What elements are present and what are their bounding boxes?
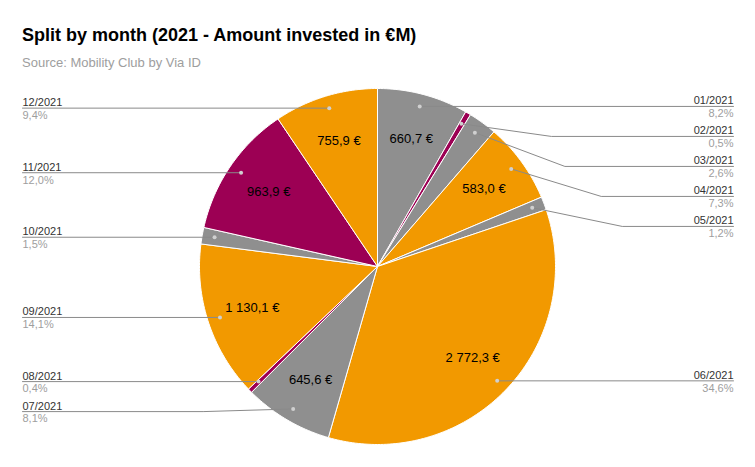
- svg-text:8,1%: 8,1%: [23, 412, 48, 424]
- svg-text:963,9 €: 963,9 €: [247, 184, 291, 199]
- svg-text:02/2021: 02/2021: [694, 124, 734, 136]
- svg-text:04/2021: 04/2021: [694, 184, 734, 196]
- html-text:Split by month (2021 - Amount: Split by month (2021 - Amount invested i…: [22, 25, 417, 45]
- svg-text:14,1%: 14,1%: [23, 318, 54, 330]
- svg-text:8,2%: 8,2%: [708, 107, 733, 119]
- svg-text:0,5%: 0,5%: [708, 137, 733, 149]
- svg-text:583,0 €: 583,0 €: [462, 181, 506, 196]
- svg-text:0,4%: 0,4%: [23, 382, 48, 394]
- svg-text:1,2%: 1,2%: [708, 227, 733, 239]
- svg-text:05/2021: 05/2021: [694, 214, 734, 226]
- html-text:Source: Mobility Club by Via I: Source: Mobility Club by Via ID: [22, 55, 201, 70]
- svg-text:7,3%: 7,3%: [708, 197, 733, 209]
- svg-text:06/2021: 06/2021: [694, 369, 734, 381]
- svg-text:645,6 €: 645,6 €: [289, 372, 333, 387]
- svg-text:34,6%: 34,6%: [702, 382, 733, 394]
- svg-text:2 772,3 €: 2 772,3 €: [446, 350, 501, 365]
- svg-text:08/2021: 08/2021: [23, 370, 63, 382]
- svg-text:2,6%: 2,6%: [708, 167, 733, 179]
- svg-text:1,5%: 1,5%: [23, 238, 48, 250]
- svg-text:9,4%: 9,4%: [23, 109, 48, 121]
- svg-text:12/2021: 12/2021: [23, 96, 63, 108]
- svg-text:07/2021: 07/2021: [23, 400, 63, 412]
- svg-text:03/2021: 03/2021: [694, 154, 734, 166]
- svg-text:09/2021: 09/2021: [23, 305, 63, 317]
- svg-text:12,0%: 12,0%: [23, 174, 54, 186]
- svg-text:10/2021: 10/2021: [23, 225, 63, 237]
- svg-text:755,9 €: 755,9 €: [317, 133, 361, 148]
- svg-text:01/2021: 01/2021: [694, 94, 734, 106]
- svg-text:11/2021: 11/2021: [23, 161, 62, 173]
- svg-text:1 130,1 €: 1 130,1 €: [225, 300, 280, 315]
- svg-text:660,7 €: 660,7 €: [390, 131, 434, 146]
